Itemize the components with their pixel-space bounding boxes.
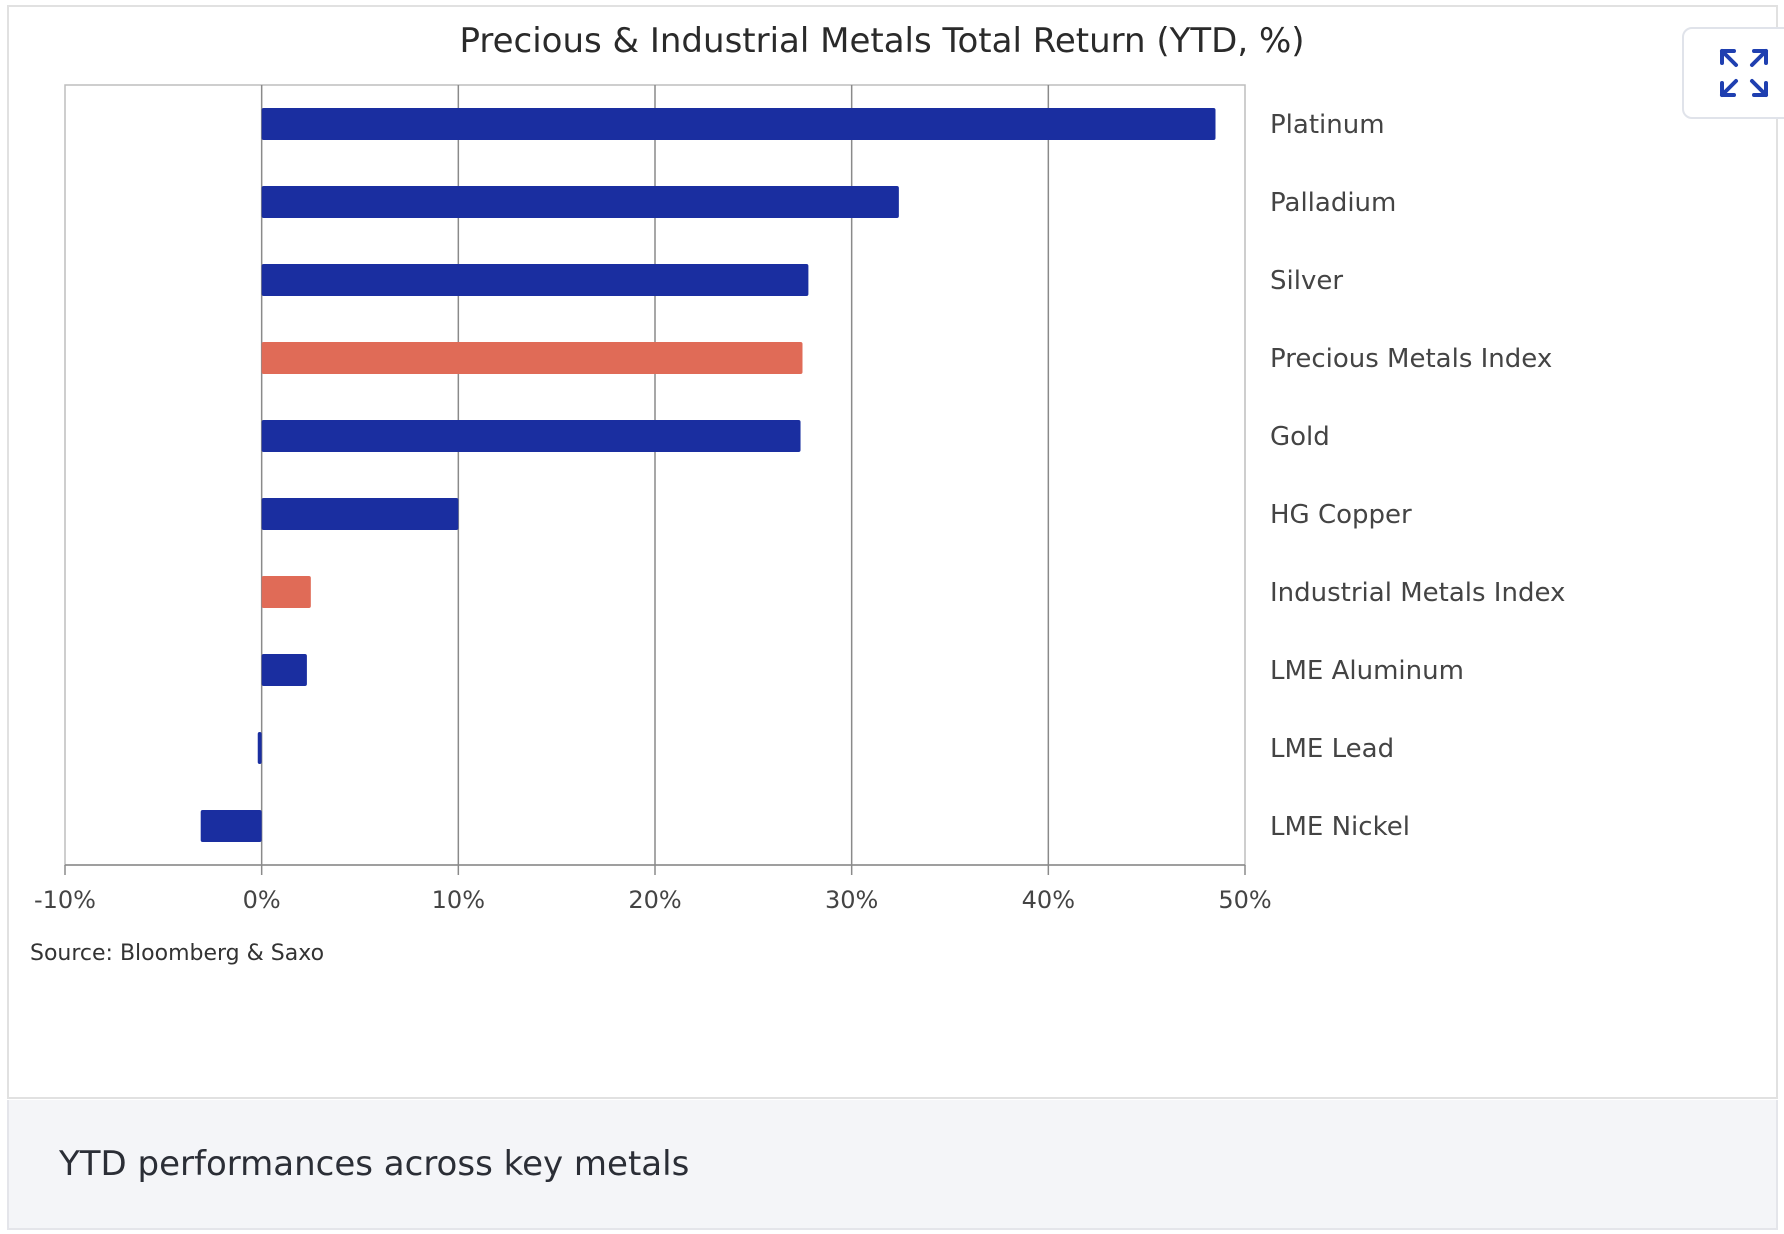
x-tick-label: 50%	[1218, 886, 1271, 914]
caption-bar: YTD performances across key metals	[7, 1100, 1778, 1230]
bar	[261, 108, 1216, 140]
chart-frame: Precious & Industrial Metals Total Retur…	[7, 5, 1784, 1099]
bar	[261, 264, 809, 296]
category-label: Gold	[1270, 422, 1330, 452]
category-label: HG Copper	[1270, 500, 1412, 530]
expand-icon	[1720, 49, 1768, 97]
category-label: Platinum	[1270, 110, 1385, 140]
bar	[261, 576, 311, 608]
bar	[261, 498, 459, 530]
category-label: LME Lead	[1270, 734, 1394, 764]
expand-button[interactable]	[1682, 27, 1784, 119]
bar	[257, 732, 262, 764]
bar-chart: Precious & Industrial Metals Total Retur…	[30, 21, 1565, 966]
x-tick-label: -10%	[34, 886, 96, 914]
bar	[261, 342, 803, 374]
category-label: Palladium	[1270, 188, 1396, 218]
x-tick-label: 10%	[432, 886, 485, 914]
x-tick-label: 0%	[243, 886, 281, 914]
bar	[261, 186, 899, 218]
figure-caption: YTD performances across key metals	[59, 1144, 690, 1184]
x-tick-label: 40%	[1022, 886, 1075, 914]
x-tick-label: 20%	[628, 886, 681, 914]
category-label: LME Aluminum	[1270, 656, 1464, 686]
chart-title: Precious & Industrial Metals Total Retur…	[459, 21, 1304, 61]
bar	[261, 420, 801, 452]
chart-source: Source: Bloomberg & Saxo	[30, 941, 324, 966]
category-label: Precious Metals Index	[1270, 344, 1552, 374]
category-label: LME Nickel	[1270, 812, 1410, 842]
category-label: Silver	[1270, 266, 1343, 296]
bar	[261, 654, 307, 686]
bar	[200, 810, 262, 842]
x-tick-label: 30%	[825, 886, 878, 914]
category-label: Industrial Metals Index	[1270, 578, 1565, 608]
